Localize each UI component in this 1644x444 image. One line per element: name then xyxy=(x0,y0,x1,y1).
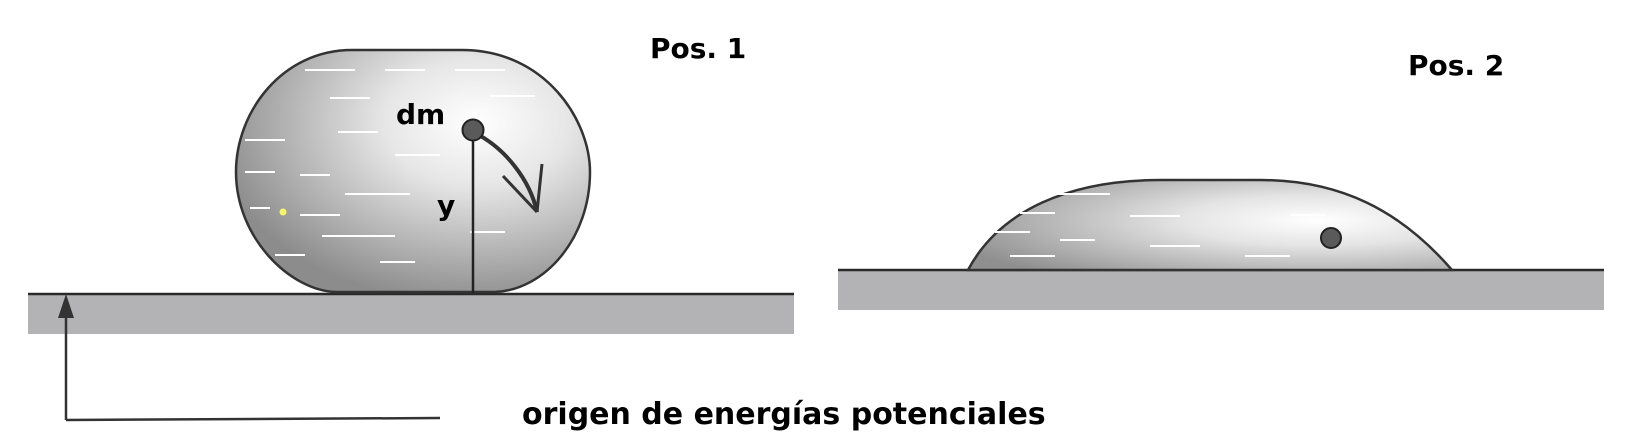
surface-right xyxy=(838,268,1604,310)
pos1-label: Pos. 1 xyxy=(650,32,746,65)
droplet-pos1 xyxy=(234,48,592,294)
surface-left xyxy=(28,292,794,334)
origin-label: origen de energías potenciales xyxy=(522,397,1046,432)
dm-label: dm xyxy=(396,98,445,131)
origin-reference xyxy=(58,294,441,422)
droplet-pos2 xyxy=(965,178,1455,272)
pos2-label: Pos. 2 xyxy=(1408,49,1504,82)
rotation-arrow xyxy=(474,131,544,214)
highlight-dot xyxy=(279,208,287,216)
water-streaks-pos1 xyxy=(245,69,535,263)
mass-element-pos2 xyxy=(1320,227,1342,249)
mass-element-pos1 xyxy=(461,118,485,142)
y-label: y xyxy=(437,189,455,222)
water-streaks-pos2 xyxy=(995,193,1325,257)
